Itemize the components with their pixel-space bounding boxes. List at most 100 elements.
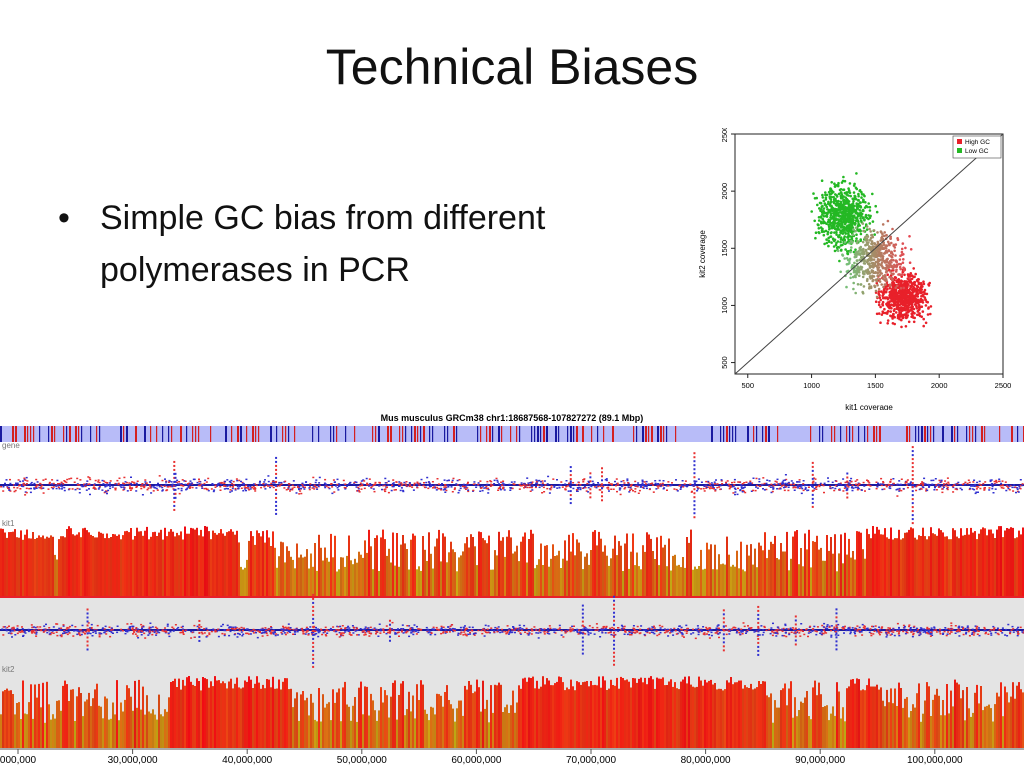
coverage-bar (660, 535, 662, 596)
data-point (844, 200, 848, 204)
dot-track-point (234, 489, 237, 491)
gene-mark (852, 426, 854, 442)
dot-track-point (320, 629, 323, 631)
x-tick-label: 1000 (803, 381, 820, 390)
dot-track-point (272, 482, 274, 484)
dot-track-point (226, 479, 229, 481)
dot-track-point (105, 490, 108, 493)
data-point (847, 220, 851, 224)
coverage-bar (384, 539, 386, 596)
coverage-bar (1022, 527, 1024, 596)
data-point (854, 197, 857, 200)
coverage-bar (284, 562, 286, 596)
dot-track-point (796, 481, 799, 483)
coverage-bar (754, 548, 756, 596)
dot-track-point (840, 484, 843, 486)
coverage-bar (832, 553, 834, 596)
coverage-bar (464, 543, 466, 596)
dot-track-point (148, 626, 151, 629)
coverage-bar (688, 542, 690, 596)
data-point (849, 250, 852, 254)
dot-track-point (546, 483, 549, 485)
gene-mark (126, 426, 128, 442)
dot-track-point (669, 484, 672, 487)
data-point (855, 219, 859, 223)
gene-mark (582, 426, 584, 442)
gene-mark (54, 426, 56, 442)
dot-track-point (1008, 489, 1011, 491)
data-point (842, 175, 845, 179)
coverage-bar (14, 529, 16, 596)
dot-track-point (361, 484, 364, 486)
gene-mark (498, 426, 500, 442)
coverage-bar (874, 533, 876, 596)
dot-track-point (23, 630, 26, 632)
data-point (844, 208, 848, 211)
data-point (917, 308, 921, 311)
dot-track-point (589, 472, 592, 475)
dot-track-point (811, 481, 814, 484)
dot-track-point (809, 484, 812, 486)
coverage-bar (392, 532, 394, 596)
dot-track-point (242, 484, 245, 486)
data-point (878, 280, 882, 283)
data-point (856, 228, 859, 232)
coverage-bar (626, 533, 628, 596)
dot-track-point (40, 487, 43, 490)
coverage-bar (598, 531, 600, 596)
data-point (909, 294, 912, 298)
gene-mark (180, 426, 182, 442)
data-point (916, 290, 919, 293)
dot-track-point (97, 479, 100, 481)
dot-track-point (130, 482, 132, 485)
dot-track-point (720, 480, 723, 482)
coverage-bar (86, 530, 88, 596)
dot-track-point (62, 625, 65, 627)
dot-track-point (414, 630, 417, 633)
dot-track-point (636, 625, 639, 628)
coverage-bar (870, 538, 872, 596)
dot-track-point (703, 632, 706, 634)
dot-track-point (569, 627, 572, 629)
coverage-bar (620, 545, 622, 596)
dot-track-point (37, 628, 40, 631)
dot-track-point (19, 480, 22, 483)
coverage-bar (340, 557, 342, 596)
dot-track-point (958, 630, 961, 633)
coverage-bar (526, 562, 528, 596)
data-point (863, 218, 866, 221)
coverage-bar (934, 534, 936, 596)
dot-track-point (713, 487, 715, 489)
dot-track-point (715, 627, 718, 629)
data-point (839, 218, 842, 221)
dot-track-point (433, 484, 436, 487)
data-point (852, 199, 855, 203)
y-tick-label: 1000 (720, 297, 729, 314)
dot-track-point (973, 488, 976, 491)
coverage-bar (860, 532, 862, 596)
data-point (892, 258, 895, 262)
dot-track-point (80, 633, 83, 636)
dot-track-point (298, 485, 301, 487)
dot-track-point (12, 484, 15, 486)
dot-track-point (719, 484, 722, 487)
dot-track-point (709, 484, 712, 487)
data-point (884, 311, 887, 315)
dot-track-point (33, 488, 36, 490)
data-point (907, 320, 911, 324)
dot-track-point (472, 489, 475, 492)
coverage-bar (22, 539, 24, 596)
data-point (893, 308, 896, 311)
dot-track-point (238, 629, 241, 632)
dot-track-point (535, 479, 538, 481)
dot-track-point (898, 489, 901, 491)
dot-track-point (975, 627, 978, 629)
dot-track-point (459, 487, 462, 490)
gene-mark (534, 426, 536, 442)
data-point (889, 294, 892, 297)
dot-track-point (36, 481, 39, 483)
coverage-bar (798, 564, 800, 596)
gene-mark (612, 426, 614, 442)
data-point (893, 322, 896, 326)
dot-track-point (530, 628, 533, 630)
